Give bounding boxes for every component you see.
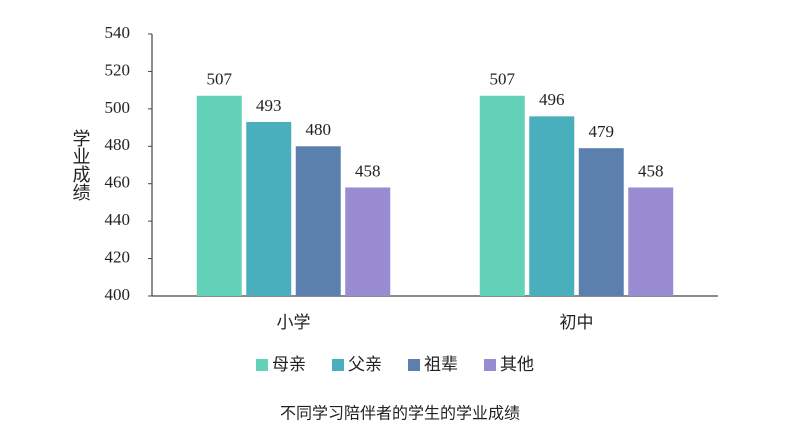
- legend-swatch: [408, 359, 420, 371]
- bar: [345, 187, 391, 296]
- y-tick-label: 480: [105, 135, 131, 154]
- legend-swatch: [256, 359, 268, 371]
- y-tick-label: 440: [105, 210, 131, 229]
- bar: [295, 146, 341, 296]
- bar: [578, 148, 624, 296]
- data-label: 479: [589, 122, 615, 141]
- y-axis-label: 学业成绩: [70, 129, 91, 201]
- bar: [246, 121, 292, 296]
- legend-swatch: [332, 359, 344, 371]
- legend-label: 祖辈: [424, 355, 458, 375]
- y-tick-label: 500: [105, 98, 131, 117]
- y-tick-label: 520: [105, 60, 131, 79]
- x-tick-label: 初中: [560, 313, 594, 333]
- bar: [479, 95, 525, 296]
- data-label: 458: [638, 161, 664, 180]
- x-tick-label: 小学: [277, 313, 311, 333]
- legend-label: 母亲: [272, 355, 306, 375]
- data-label: 458: [355, 161, 381, 180]
- y-tick-label: 400: [105, 285, 131, 304]
- legend-swatch: [484, 359, 496, 371]
- bar: [529, 116, 575, 296]
- y-tick-label: 460: [105, 173, 131, 192]
- data-label: 493: [256, 96, 282, 115]
- data-label: 507: [207, 70, 233, 89]
- y-tick-label: 540: [105, 23, 131, 42]
- bar: [628, 187, 674, 296]
- legend-label: 其他: [500, 355, 534, 375]
- data-label: 480: [306, 120, 332, 139]
- data-label: 496: [539, 90, 565, 109]
- y-tick-label: 420: [105, 247, 131, 266]
- data-label: 507: [490, 70, 516, 89]
- chart-title: 不同学习陪伴者的学生的学业成绩: [280, 404, 520, 423]
- bar: [196, 95, 242, 296]
- legend-label: 父亲: [348, 355, 382, 375]
